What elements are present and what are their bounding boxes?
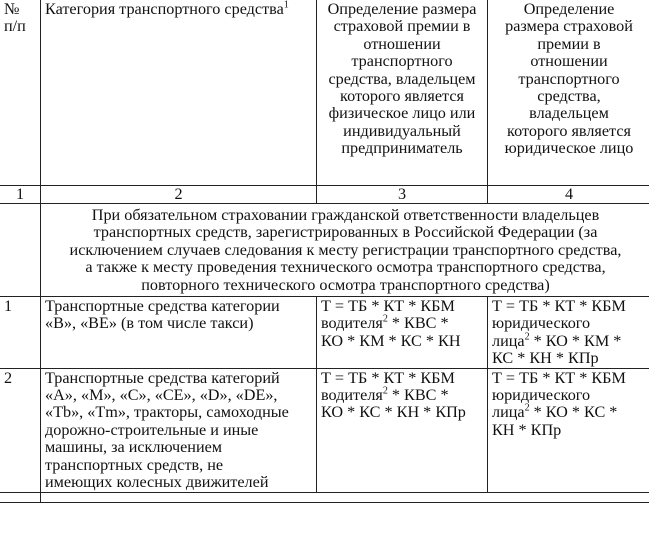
row-number: 2 (0, 367, 41, 493)
formula-part: * КВС * КО * КМ * КС * КН (321, 314, 461, 350)
row-legal-formula: Т = ТБ * КТ * КБМ юридического лица2 * К… (487, 367, 649, 493)
footnote-2: 2 (382, 385, 388, 397)
header-category: Категория транспортного средства1 (40, 0, 317, 186)
footnote-2: 2 (524, 403, 530, 415)
table-row: 2 Транспортные средства категорий «А», «… (0, 367, 649, 493)
section-empty (0, 202, 41, 298)
column-number: 1 (0, 185, 41, 204)
column-number: 4 (487, 185, 649, 204)
header-number: № п/п (0, 0, 41, 186)
row-category: Транспортные средства категории «В», «ВЕ… (40, 296, 317, 369)
column-number: 2 (40, 185, 317, 204)
table-row: 1 Транспортные средства категории «В», «… (0, 296, 649, 369)
formula-part: * КО * КМ * КС * КН * КПр (492, 331, 622, 368)
column-number: 3 (316, 185, 488, 204)
header-legal: Определение размера страховой премии в о… (487, 0, 649, 186)
section-heading: При обязательном страховании гражданской… (40, 202, 649, 298)
header-row: № п/п Категория транспортного средства1 … (0, 0, 649, 186)
footnote-2: 2 (382, 314, 388, 326)
row-category: Транспортные средства категорий «А», «М»… (40, 367, 317, 493)
insurance-premium-table: № п/п Категория транспортного средства 1 … (0, 0, 649, 503)
formula-part: Т = ТБ * КТ * КБМ водителя (321, 368, 455, 405)
row-legal-formula: Т = ТБ * КТ * КБМ юридического лица2 * К… (487, 296, 649, 369)
empty-cell (40, 491, 649, 503)
footnote-1: 1 (283, 0, 289, 11)
formula-part: Т = ТБ * КТ * КБМ юридического лица (492, 297, 626, 350)
row-number: 1 (0, 296, 41, 369)
header-category-text: Категория транспортного средства (45, 0, 284, 18)
formula-part: Т = ТБ * КТ * КБМ юридического лица (492, 368, 626, 422)
header-individual: Определение размера страховой премии в о… (316, 0, 488, 186)
row-individual-formula: Т = ТБ * КТ * КБМ водителя2 * КВС * КО *… (316, 296, 488, 369)
footnote-2: 2 (524, 331, 530, 343)
formula-part: * КО * КС * КН * КПр (492, 403, 618, 439)
formula-part: Т = ТБ * КТ * КБМ водителя (321, 297, 455, 333)
section-row: При обязательном страховании гражданской… (0, 202, 649, 298)
formula-part: * КВС * КО * КС * КН * КПр (321, 386, 466, 422)
row-individual-formula: Т = ТБ * КТ * КБМ водителя2 * КВС * КО *… (316, 367, 488, 493)
empty-cell (0, 491, 41, 503)
column-number-row: 1 2 3 4 (0, 185, 649, 204)
table-row-continuation (0, 491, 649, 503)
